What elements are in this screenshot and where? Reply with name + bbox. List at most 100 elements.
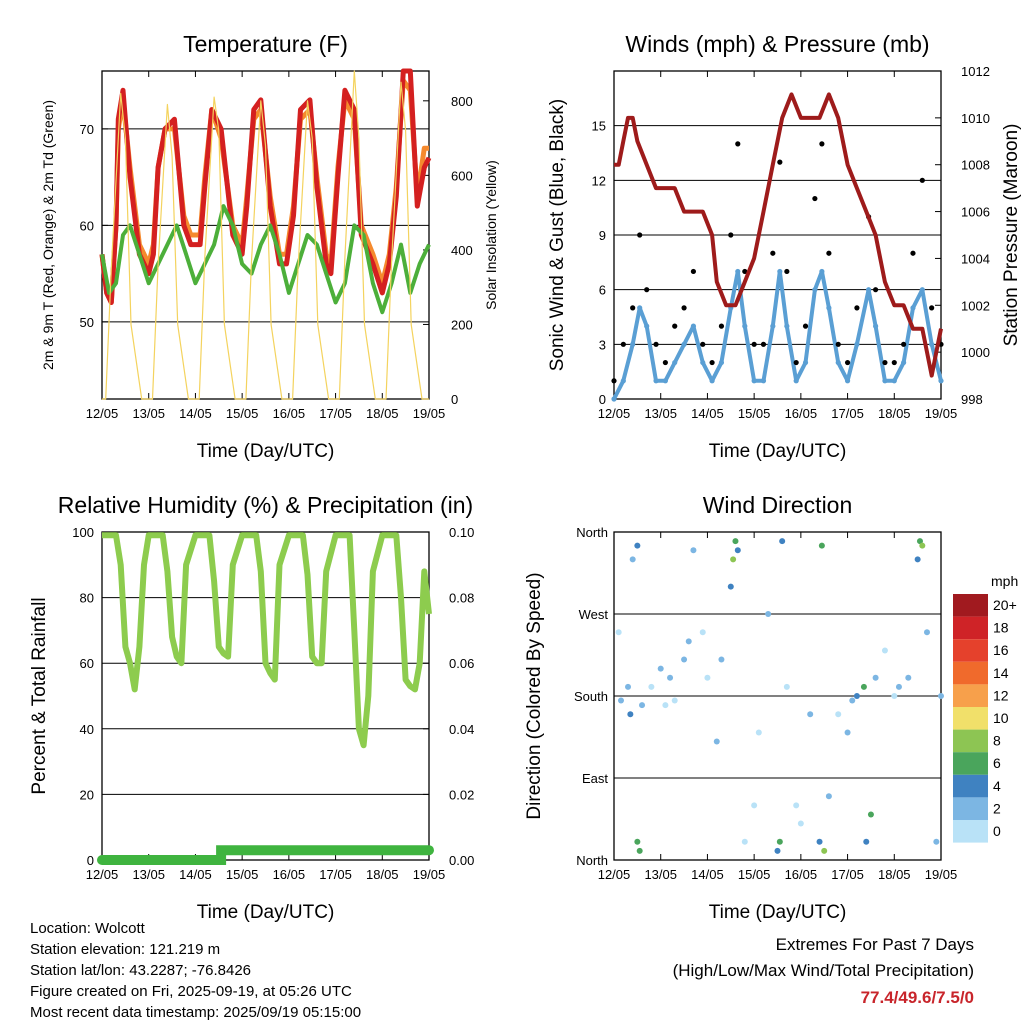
direction-point — [636, 847, 643, 854]
wind-point — [653, 378, 659, 384]
x-axis-label: Time (Day/UTC) — [197, 441, 335, 462]
gust-point — [637, 232, 643, 238]
wind-point — [777, 268, 783, 275]
direction-point — [615, 629, 622, 636]
series-rh — [102, 532, 432, 749]
y-tick-label: South — [574, 689, 608, 704]
x-tick-label: 14/05 — [179, 406, 212, 421]
x-tick-label: 13/05 — [644, 867, 677, 882]
direction-point — [751, 802, 758, 809]
y-tick-label: 0 — [87, 853, 94, 868]
gust-point — [901, 341, 907, 347]
wind-point — [854, 341, 860, 347]
gust-point — [620, 341, 626, 347]
location-text: Location: Wolcott — [30, 920, 145, 937]
gust-point — [681, 305, 687, 311]
panel-wind — [611, 70, 944, 402]
y2-tick-label: 1008 — [961, 158, 990, 173]
gust-point — [784, 268, 790, 275]
gust-point — [630, 305, 636, 311]
wind-point — [681, 341, 687, 347]
chart-title: Temperature (F) — [183, 31, 348, 57]
y2-tick-label: 0.04 — [449, 722, 474, 737]
direction-point — [916, 538, 923, 545]
y-axis-label: Direction (Colored By Speed) — [524, 572, 545, 819]
gust-point — [751, 341, 757, 347]
legend-label: 4 — [993, 778, 1001, 794]
x-tick-label: 19/05 — [413, 406, 446, 421]
x-tick-label: 17/05 — [831, 406, 864, 421]
x-tick-label: 18/05 — [366, 406, 399, 421]
gust-point — [728, 232, 734, 238]
x-tick-label: 17/05 — [831, 867, 864, 882]
legend-swatch — [953, 639, 988, 662]
legend-label: 12 — [993, 687, 1009, 703]
legend-swatch — [953, 661, 988, 685]
gust-point — [854, 305, 860, 311]
series-pressure — [614, 92, 943, 378]
y2-axis-label: Solar Insolation (Yellow) — [483, 160, 499, 310]
direction-point — [860, 683, 867, 690]
y-tick-label: 20 — [80, 787, 94, 802]
direction-point — [872, 674, 879, 681]
x-tick-label: 15/05 — [738, 406, 771, 421]
wind-point — [891, 378, 897, 384]
direction-point — [662, 702, 669, 709]
x-tick-label: 12/05 — [598, 867, 631, 882]
direction-point — [818, 542, 825, 549]
legend-label: 0 — [993, 823, 1001, 839]
legend-swatch — [953, 752, 988, 775]
direction-point — [938, 693, 944, 699]
wind-point — [718, 359, 725, 366]
legend-label: 20+ — [993, 597, 1017, 613]
direction-point — [835, 711, 842, 718]
direction-point — [667, 674, 674, 681]
y2-tick-label: 1004 — [961, 251, 990, 266]
direction-point — [730, 556, 737, 563]
series-t9m — [99, 78, 429, 305]
direction-point — [923, 629, 930, 636]
y-tick-label: East — [582, 771, 608, 786]
wind-point — [910, 305, 916, 311]
x-tick-label: 15/05 — [226, 867, 259, 882]
extremes-title: Extremes For Past 7 Days — [775, 935, 974, 954]
recent-data-text: Most recent data timestamp: 2025/09/19 0… — [30, 1004, 362, 1021]
wind-point — [620, 378, 626, 384]
panel-temperature — [99, 68, 432, 400]
y-tick-label: North — [576, 525, 608, 540]
y-tick-label: North — [576, 853, 608, 868]
direction-point — [867, 811, 874, 818]
wind-point — [611, 396, 617, 402]
legend-swatch — [953, 616, 988, 640]
y2-tick-label: 400 — [451, 243, 473, 258]
y-tick-label: West — [579, 607, 609, 622]
x-tick-label: 15/05 — [226, 406, 259, 421]
y2-axis-label: Station Pressure (Maroon) — [1001, 124, 1022, 347]
y2-tick-label: 600 — [451, 168, 473, 183]
x-tick-label: 12/05 — [86, 867, 119, 882]
x-tick-label: 13/05 — [132, 406, 165, 421]
x-tick-label: 16/05 — [273, 406, 306, 421]
extremes-subtitle: (High/Low/Max Wind/Total Precipitation) — [672, 961, 974, 980]
wind-point — [751, 378, 757, 384]
gust-point — [844, 359, 851, 366]
direction-point — [825, 793, 832, 800]
wind-point — [637, 305, 643, 311]
wind-point — [812, 287, 818, 293]
y2-tick-label: 1010 — [961, 111, 990, 126]
x-tick-label: 19/05 — [925, 867, 958, 882]
y2-tick-label: 1012 — [961, 64, 990, 79]
gust-point — [735, 141, 741, 147]
gust-point — [777, 159, 783, 165]
wind-point — [802, 359, 809, 366]
wind-point — [630, 341, 636, 347]
wind-point — [844, 378, 851, 384]
plot-frame — [101, 70, 430, 400]
direction-point — [727, 583, 734, 590]
wind-point — [901, 359, 907, 366]
y-tick-label: 3 — [599, 337, 606, 352]
direction-point — [765, 611, 772, 617]
gust-point — [793, 359, 799, 366]
y-tick-label: 12 — [592, 173, 606, 188]
gust-point — [802, 323, 809, 329]
